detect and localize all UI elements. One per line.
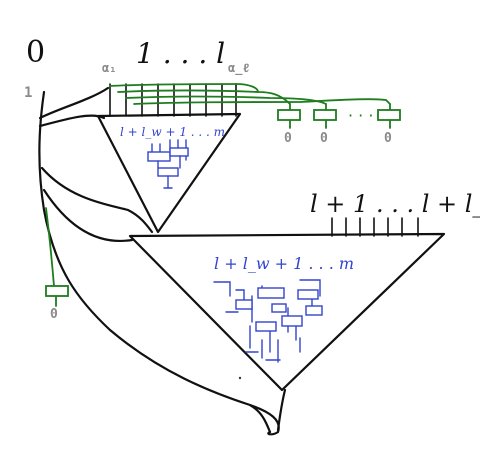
green-gate-1 [277,109,301,121]
lower-blue-gadget [213,279,323,363]
label-alpha-l: α_ℓ [228,61,250,75]
label-one-to-l: 1 . . . l [136,37,226,70]
bundle-bottom-edge [276,388,287,432]
green-wires-top [109,83,391,129]
upper-input-wires [109,83,237,117]
bundle-right-edge [248,403,280,436]
lower-triangle [128,232,446,392]
lower-bundle-curve [42,188,134,242]
label-lower-range: l + 1 . . . l + l_w [310,190,480,218]
output-top-1: 0 [284,131,292,146]
lower-input-wires [331,217,419,237]
green-gate-2 [313,109,337,121]
label-lower-gadget: l + l_w + 1 . . . m [214,254,355,273]
green-wire-left [45,207,55,287]
green-gate-3 [377,109,401,121]
output-top-3: 0 [384,131,392,146]
upper-triangle [96,112,242,234]
stray-dot [238,376,242,380]
label-dots: · · · [348,106,374,125]
outer-bundle-top-edge [38,86,110,120]
green-gate-left [45,285,69,297]
upper-blue-gadget [147,139,189,189]
upper-bundle-outline [38,114,106,128]
inner-bundle-curve [40,166,154,234]
label-upper-gadget: l + l_w + 1 . . . m [120,125,226,139]
output-left: 0 [50,307,58,322]
label-one-side: 1 [24,85,33,101]
label-alpha-1: α₁ [102,61,117,75]
label-zero: 0 [26,35,46,70]
output-top-2: 0 [320,131,328,146]
